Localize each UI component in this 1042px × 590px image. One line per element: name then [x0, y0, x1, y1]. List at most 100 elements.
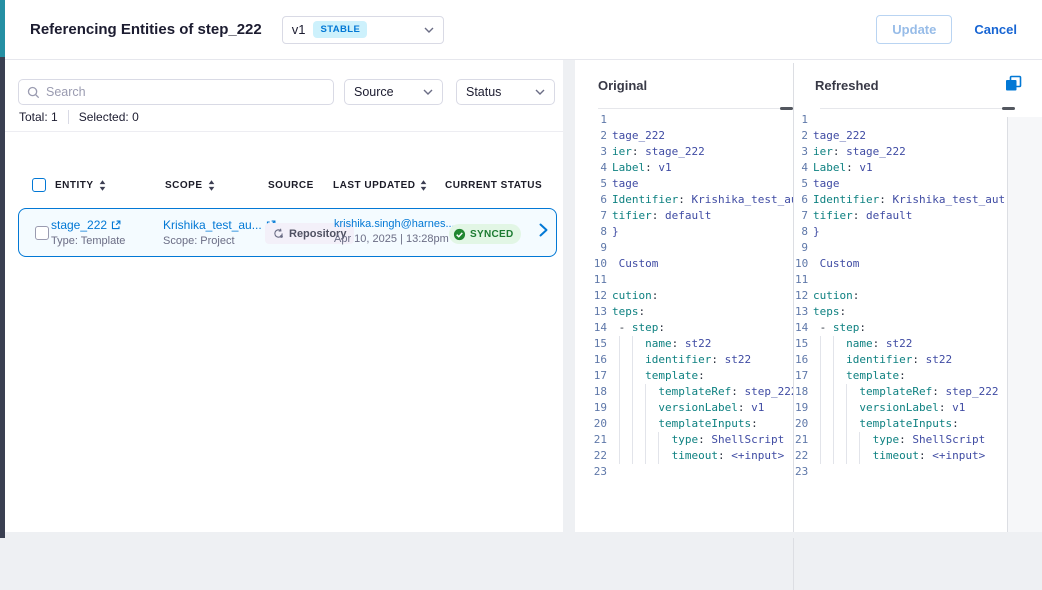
- line-number: 17: [593, 369, 607, 382]
- code-text: templateRef: step_222: [612, 384, 793, 400]
- code-text: }: [813, 225, 820, 238]
- line-number: 22: [795, 449, 809, 462]
- code-line: 4 Label: v1: [795, 160, 1007, 176]
- code-line: 5 tage: [795, 176, 1007, 192]
- version-value: v1: [291, 22, 306, 37]
- indent-guide: [832, 384, 834, 400]
- repository-icon: [274, 228, 283, 238]
- line-number: 14: [593, 321, 607, 334]
- line-number: 2: [801, 129, 808, 142]
- code-text: tage_222: [612, 129, 665, 142]
- table-row[interactable]: stage_222 Type: Template Krishika_test_a…: [18, 208, 557, 257]
- chevron-right-icon[interactable]: [539, 223, 548, 237]
- panel-gap: [563, 60, 575, 538]
- column-header-last-updated[interactable]: LAST UPDATED: [333, 170, 427, 200]
- indent-guide: [618, 416, 620, 432]
- search-box[interactable]: [18, 79, 334, 105]
- indent-guide: [658, 432, 660, 448]
- code-line: 14 - step:: [575, 320, 793, 336]
- code-text: tage: [813, 177, 840, 190]
- code-line: 22 timeout: <+input>: [795, 448, 1007, 464]
- indent-guide: [618, 352, 620, 368]
- entity-link[interactable]: stage_222: [51, 218, 125, 232]
- code-text: type: ShellScript: [612, 432, 793, 448]
- indent-guide: [631, 432, 633, 448]
- code-line: 2 tage_222: [795, 128, 1007, 144]
- indent-guide: [819, 336, 821, 352]
- line-number: 12: [593, 289, 607, 302]
- code-line: 15 name: st22: [575, 336, 793, 352]
- indent-guide: [819, 448, 821, 464]
- code-line: 11: [795, 272, 1007, 288]
- code-line: 21 type: ShellScript: [575, 432, 793, 448]
- search-input[interactable]: [46, 85, 325, 99]
- code-text: name: st22: [813, 336, 1007, 352]
- refreshed-hscrollbar[interactable]: [820, 107, 1015, 110]
- code-line: 8}: [795, 224, 1007, 240]
- original-code-editor[interactable]: 1 2 tage_222 3 ier: stage_222 4 Label: v1 5 tage…: [575, 112, 793, 480]
- sort-icon[interactable]: [208, 179, 215, 191]
- line-number: 20: [593, 417, 607, 430]
- source-filter-dropdown[interactable]: Source: [344, 79, 443, 105]
- updated-by-link[interactable]: krishika.singh@harnes...: [334, 218, 455, 230]
- status-filter-label: Status: [466, 85, 502, 99]
- version-select[interactable]: v1 STABLE: [281, 15, 444, 44]
- code-line: 21 type: ShellScript: [795, 432, 1007, 448]
- indent-guide: [846, 400, 848, 416]
- code-line: 22 timeout: <+input>: [575, 448, 793, 464]
- status-filter-dropdown[interactable]: Status: [456, 79, 555, 105]
- modal-header: Referencing Entities of step_222 v1 STAB…: [5, 0, 1042, 60]
- code-text: template:: [813, 368, 1007, 384]
- row-checkbox[interactable]: [35, 226, 49, 240]
- code-text: cution:: [813, 289, 860, 302]
- line-number: 4: [600, 161, 607, 174]
- indent-guide: [819, 352, 821, 368]
- cancel-button[interactable]: Cancel: [974, 22, 1017, 37]
- select-all-checkbox[interactable]: [32, 178, 46, 192]
- code-text: templateRef: step_222: [813, 384, 1007, 400]
- line-number: 6: [600, 193, 607, 206]
- code-text: name: st22: [612, 336, 793, 352]
- copy-button[interactable]: [1004, 75, 1022, 93]
- sort-icon[interactable]: [420, 179, 427, 191]
- referencing-entities-modal: Referencing Entities of step_222 v1 STAB…: [5, 0, 1042, 590]
- app-nav-sliver: [0, 0, 5, 538]
- app-nav-sliver-top: [0, 0, 5, 57]
- column-header-current-status: CURRENT STATUS: [445, 179, 543, 191]
- modal-title: Referencing Entities of step_222: [30, 21, 262, 38]
- column-header-entity[interactable]: ENTITY: [55, 170, 106, 200]
- line-number: 6: [801, 193, 808, 206]
- original-hscrollbar[interactable]: [598, 107, 793, 110]
- indent-guide: [618, 336, 620, 352]
- indent-guide: [819, 384, 821, 400]
- sort-icon[interactable]: [99, 179, 106, 191]
- code-line: 15 name: st22: [795, 336, 1007, 352]
- column-header-scope[interactable]: SCOPE: [165, 170, 215, 200]
- scope-link[interactable]: Krishika_test_au...: [163, 218, 276, 232]
- code-text: tage_222: [813, 129, 866, 142]
- vscrollbar-gutter[interactable]: [1008, 117, 1042, 538]
- line-number: 15: [795, 337, 809, 350]
- indent-guide: [832, 416, 834, 432]
- scrollbar-thumb[interactable]: [780, 107, 793, 110]
- code-line: 13 teps:: [575, 304, 793, 320]
- code-line: 17 template:: [575, 368, 793, 384]
- check-circle-icon: [453, 228, 466, 240]
- indent-guide: [618, 448, 620, 464]
- line-number: 12: [795, 289, 809, 302]
- indent-guide: [618, 368, 620, 384]
- scrollbar-thumb[interactable]: [1002, 107, 1015, 110]
- line-number: 9: [600, 241, 607, 254]
- indent-guide: [832, 448, 834, 464]
- code-text: Identifier: Krishika_test_aut: [612, 193, 793, 206]
- line-number: 18: [593, 385, 607, 398]
- version-stable-badge: STABLE: [313, 21, 368, 38]
- indent-guide: [618, 384, 620, 400]
- line-number: 5: [801, 177, 808, 190]
- refreshed-code-editor[interactable]: 1 2 tage_222 3 ier: stage_222 4 Label: v1 5 tage…: [795, 112, 1007, 480]
- code-text: teps:: [612, 305, 646, 318]
- indent-guide: [859, 448, 861, 464]
- code-text: timeout: <+input>: [813, 448, 1007, 464]
- line-number: 7: [801, 209, 808, 222]
- update-button[interactable]: Update: [876, 15, 953, 44]
